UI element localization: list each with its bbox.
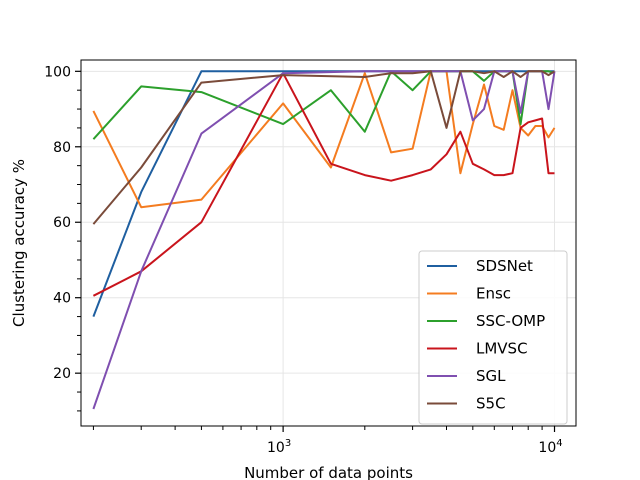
legend-label: Ensc <box>476 285 511 303</box>
series-line-s5c <box>92 70 556 225</box>
legend-label: SSC-OMP <box>476 312 545 330</box>
legend: SDSNet Ensc SSC-OMP LMVSC SGL S5C <box>418 250 568 425</box>
y-tick-label: 40 <box>53 291 71 307</box>
y-tick-label: 100 <box>44 64 71 80</box>
x-tick-exponent: 4 <box>556 438 562 449</box>
x-tick-exponent: 3 <box>285 438 291 449</box>
plot-frame <box>80 59 577 427</box>
legend-label: S5C <box>476 395 506 413</box>
legend-label: SGL <box>476 367 506 385</box>
legend-label: SDSNet <box>476 257 533 275</box>
y-tick-label: 60 <box>53 215 71 231</box>
series-line-lmvsc <box>92 72 555 297</box>
x-axis-label: Number of data points <box>244 464 413 480</box>
legend-label: LMVSC <box>476 340 528 358</box>
series-lines <box>92 70 556 410</box>
y-tick-label: 20 <box>53 366 71 382</box>
y-axis-label: Clustering accuracy % <box>10 159 28 327</box>
y-tick-label: 80 <box>53 140 71 156</box>
